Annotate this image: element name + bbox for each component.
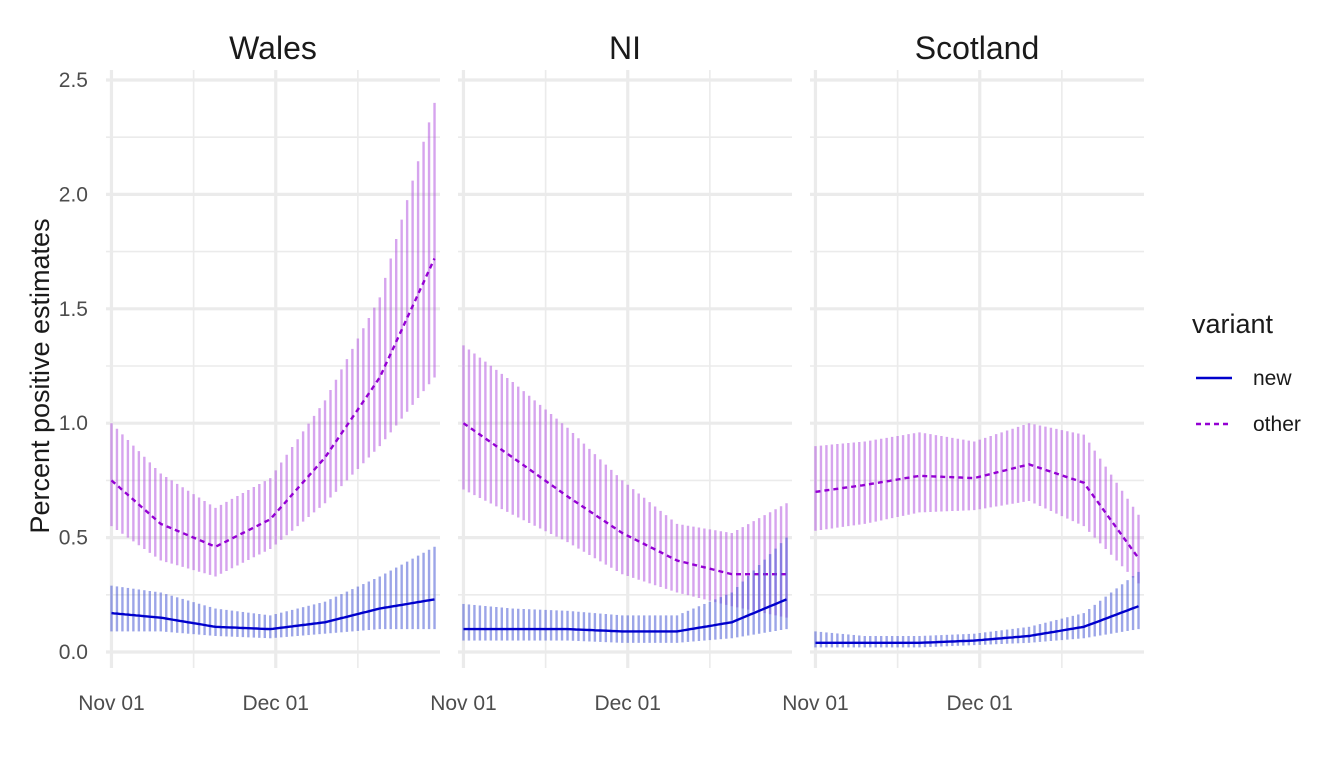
- x-tick-label: Nov 01: [430, 692, 497, 715]
- series-other: [814, 423, 1140, 584]
- line-new: [463, 598, 787, 633]
- x-tick-label: Dec 01: [594, 692, 661, 715]
- x-tick-label: Nov 01: [78, 692, 145, 715]
- panel-title: Wales: [229, 30, 317, 66]
- series-new: [814, 571, 1140, 648]
- y-tick-label: 2.5: [59, 69, 88, 92]
- x-tick-label: Dec 01: [242, 692, 309, 715]
- panel-title: Scotland: [915, 30, 1040, 66]
- legend: variant new other: [1192, 309, 1301, 436]
- y-tick-label: 1.0: [59, 412, 88, 435]
- legend-label-new: new: [1253, 367, 1292, 390]
- x-tick-label: Dec 01: [946, 692, 1013, 715]
- y-tick-label: 0.0: [59, 641, 88, 664]
- line-other: [815, 463, 1140, 559]
- series-other: [110, 102, 436, 577]
- series-new: [110, 546, 436, 639]
- panel-title: NI: [609, 30, 641, 66]
- y-axis-title: Percent positive estimates: [25, 218, 55, 533]
- line-other: [462, 422, 787, 576]
- line-new: [111, 598, 435, 631]
- series-new: [462, 537, 788, 643]
- line-other: [110, 258, 436, 549]
- x-tick-label: Nov 01: [782, 692, 849, 715]
- legend-label-other: other: [1253, 413, 1301, 436]
- y-tick-label: 1.5: [59, 298, 88, 321]
- y-tick-label: 2.0: [59, 183, 88, 206]
- line-new: [815, 605, 1139, 644]
- series-other: [462, 345, 788, 618]
- legend-title: variant: [1192, 309, 1274, 339]
- y-tick-label: 0.5: [59, 527, 88, 550]
